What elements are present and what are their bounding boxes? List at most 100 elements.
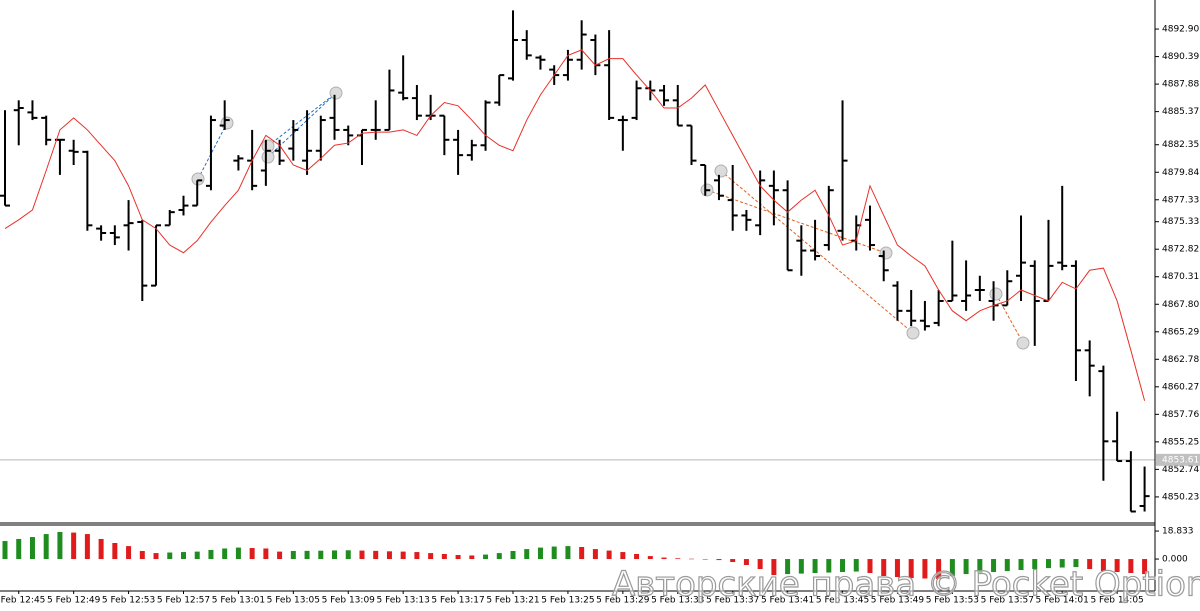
- oscillator-bar: [661, 557, 667, 560]
- ohlc-bar: [1029, 260, 1040, 346]
- y-tick-label: 4857.76: [1162, 410, 1199, 420]
- ohlc-bar: [233, 155, 244, 171]
- oscillator-bar: [1073, 559, 1079, 568]
- oscillator-bar: [949, 559, 955, 576]
- oscillator-bar: [428, 553, 434, 560]
- trade-marker: [329, 86, 343, 100]
- oscillator-bar: [647, 556, 653, 560]
- oscillator-bar: [812, 559, 818, 574]
- oscillator-bar: [936, 559, 942, 580]
- ohlc-bar: [384, 69, 395, 131]
- trade-link: [995, 293, 1024, 344]
- oscillator-bar: [922, 559, 928, 579]
- ohlc-bar: [27, 100, 38, 121]
- oscillator-bar: [277, 551, 283, 560]
- oscillator-bar: [1059, 559, 1065, 568]
- ohlc-bar: [878, 250, 889, 282]
- ohlc-bar: [205, 115, 216, 191]
- x-tick-label: 5 Feb 13:05: [267, 596, 320, 606]
- oscillator-bar: [208, 549, 214, 560]
- ohlc-bar: [864, 205, 875, 251]
- ohlc-bar: [13, 100, 24, 146]
- x-tick-label: 5 Feb 12:57: [157, 596, 210, 606]
- trade-marker: [1016, 336, 1030, 350]
- oscillator-bar: [730, 559, 736, 563]
- y-tick-label: 18.833: [1162, 527, 1194, 537]
- oscillator-bar: [290, 551, 296, 560]
- ohlc-bar: [411, 84, 422, 121]
- trade-marker: [714, 164, 728, 178]
- ohlc-bar: [521, 30, 532, 60]
- oscillator-bar: [318, 550, 324, 560]
- oscillator-bar: [579, 547, 585, 560]
- ohlc-bar: [123, 200, 134, 251]
- ohlc-bar: [466, 139, 477, 161]
- x-tick-label: 5 Feb 13:25: [541, 596, 594, 606]
- ohlc-bar: [480, 100, 491, 151]
- ohlc-bar: [1016, 215, 1027, 301]
- ohlc-bar: [68, 139, 79, 166]
- ohlc-bar: [755, 170, 766, 236]
- oscillator-bar: [29, 537, 35, 560]
- oscillator-bar: [112, 542, 118, 560]
- y-tick-label: 4872.82: [1162, 245, 1199, 255]
- y-tick-label: 4885.37: [1162, 107, 1199, 117]
- oscillator-bar: [496, 553, 502, 560]
- oscillator-bar: [702, 559, 708, 560]
- oscillator-bar: [908, 559, 914, 579]
- ohlc-bar: [288, 120, 299, 161]
- ohlc-bar: [96, 225, 107, 241]
- oscillator-bar: [826, 559, 832, 573]
- ohlc-bar: [1002, 270, 1013, 307]
- ohlc-bar: [164, 209, 175, 227]
- oscillator-bar: [400, 551, 406, 560]
- oscillator-bar: [853, 559, 859, 572]
- x-tick-label: 5 Feb 13:17: [431, 596, 484, 606]
- y-tick-label: 4879.84: [1162, 168, 1199, 178]
- oscillator-bar: [537, 547, 543, 560]
- ohlc-bar: [796, 225, 807, 276]
- trade-marker: [906, 326, 920, 340]
- oscillator-bar: [689, 558, 694, 560]
- oscillator-bar: [84, 534, 90, 560]
- ohlc-bar: [315, 115, 326, 161]
- y-tick-label: 4852.74: [1162, 465, 1199, 475]
- ohlc-bar: [741, 209, 752, 231]
- y-tick-label: 4870.31: [1162, 272, 1199, 282]
- oscillator-bar: [98, 538, 104, 560]
- oscillator-bar: [757, 559, 763, 569]
- ohlc-bar: [631, 80, 642, 121]
- x-tick-label: 5 Feb 13:09: [322, 596, 376, 606]
- oscillator-bar: [840, 559, 846, 572]
- x-tick-label: 5 Feb 13:37: [706, 596, 759, 606]
- ohlc-bar: [329, 94, 340, 140]
- plot: [0, 10, 1159, 594]
- oscillator-bar: [469, 555, 475, 560]
- oscillator-bar: [373, 550, 379, 560]
- ohlc-bar: [686, 124, 697, 166]
- y-tick-label: 4892.90: [1162, 25, 1199, 35]
- ohlc-bar: [947, 240, 958, 302]
- oscillator-bar: [71, 532, 77, 560]
- oscillator-bar: [386, 551, 392, 560]
- ohlc-bar: [151, 224, 162, 287]
- ohlc-bar: [1139, 466, 1150, 512]
- oscillator-bar: [332, 550, 338, 560]
- oscillator-bar: [1032, 559, 1038, 569]
- oscillator-bar: [743, 559, 749, 565]
- oscillator-bar: [16, 538, 22, 560]
- oscillator-bar: [1004, 559, 1010, 572]
- ohlc-bar: [823, 185, 834, 251]
- moving-average: [4, 49, 1146, 401]
- ohlc-bar: [768, 170, 779, 226]
- x-tick-label: 5 Feb 13:29: [596, 596, 650, 606]
- y-tick-label: 4867.80: [1162, 300, 1199, 310]
- y-tick-label: 4855.25: [1162, 437, 1199, 447]
- ohlc-bar: [260, 139, 271, 186]
- oscillator-bar: [510, 551, 516, 560]
- oscillator-bar: [565, 546, 571, 560]
- ohlc-bar: [398, 55, 409, 101]
- y-tick-label: 4877.33: [1162, 195, 1199, 205]
- ohlc-bar: [604, 30, 615, 121]
- oscillator-bar: [359, 550, 365, 560]
